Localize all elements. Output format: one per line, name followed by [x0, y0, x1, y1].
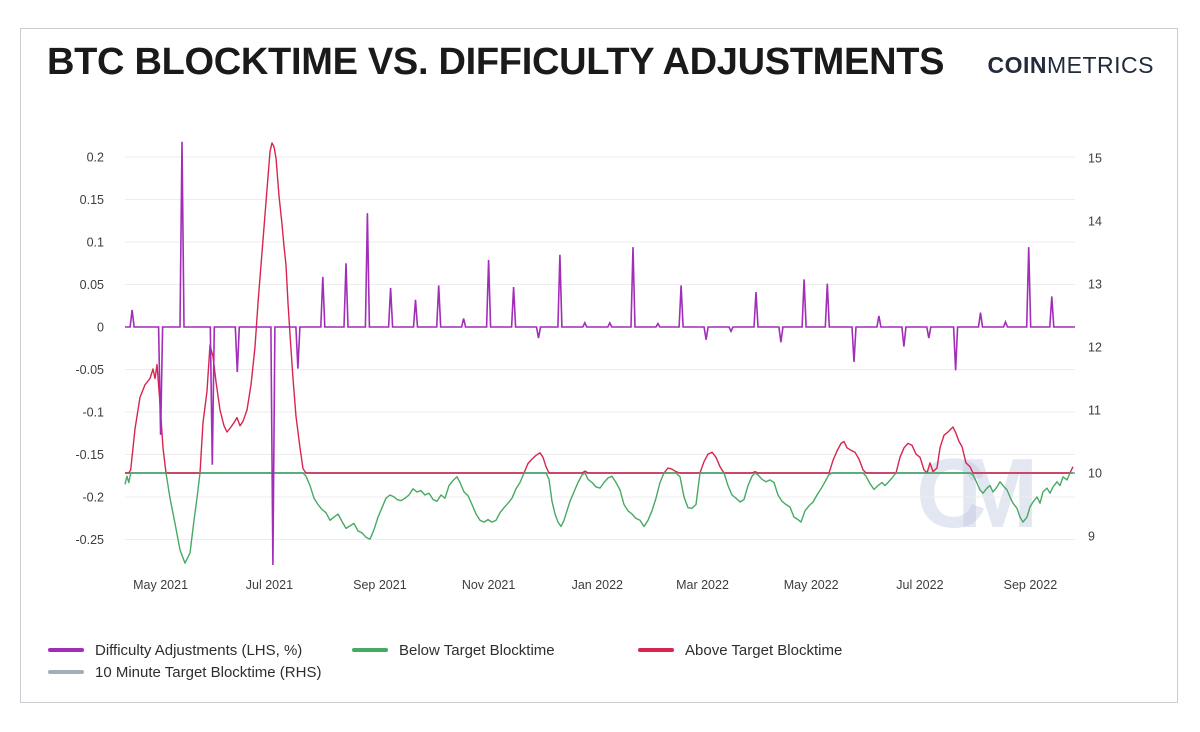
svg-text:12: 12 [1088, 340, 1102, 354]
svg-text:Nov 2021: Nov 2021 [462, 578, 516, 592]
above-target-blocktime-series [125, 142, 1074, 474]
legend-item-target-blocktime: 10 Minute Target Blocktime (RHS) [48, 663, 321, 681]
svg-text:13: 13 [1088, 277, 1102, 291]
gridlines [125, 156, 1075, 540]
target-line-swatch [48, 669, 84, 675]
logo-coin: COIN [987, 52, 1047, 78]
legend-label: Difficulty Adjustments (LHS, %) [95, 641, 303, 659]
page-title: BTC BLOCKTIME VS. DIFFICULTY ADJUSTMENTS [47, 41, 945, 83]
svg-text:-0.1: -0.1 [82, 405, 104, 419]
difficulty-line-swatch [48, 647, 84, 653]
below-target-line-swatch [352, 647, 388, 653]
svg-text:0: 0 [97, 320, 104, 334]
difficulty-adjustments-series [125, 141, 1075, 566]
svg-text:0.2: 0.2 [87, 150, 104, 164]
svg-text:Sep 2021: Sep 2021 [353, 578, 407, 592]
svg-text:11: 11 [1088, 403, 1101, 417]
legend-item-above-target: Above Target Blocktime [638, 641, 842, 659]
svg-text:10: 10 [1088, 466, 1102, 480]
svg-text:May 2022: May 2022 [784, 578, 839, 592]
x-axis-labels: May 2021 Jul 2021 Sep 2021 Nov 2021 Jan 2022… [133, 578, 1057, 592]
svg-text:Jul 2022: Jul 2022 [896, 578, 943, 592]
svg-text:9: 9 [1088, 529, 1095, 543]
svg-text:May 2021: May 2021 [133, 578, 188, 592]
svg-text:15: 15 [1088, 151, 1102, 165]
left-axis-labels: 0.2 0.15 0.1 0.05 0 -0.05 -0.1 -0.15 -0.2 -0.25 [76, 150, 105, 547]
svg-text:-0.25: -0.25 [76, 533, 105, 547]
legend-item-difficulty-adjustments: Difficulty Adjustments (LHS, %) [48, 641, 302, 659]
svg-text:-0.05: -0.05 [76, 363, 105, 377]
below-target-blocktime-series [124, 472, 1073, 564]
legend-label: Below Target Blocktime [399, 641, 555, 659]
logo-metrics: METRICS [1047, 52, 1154, 78]
svg-text:Mar 2022: Mar 2022 [676, 578, 729, 592]
legend-label: 10 Minute Target Blocktime (RHS) [95, 663, 322, 681]
coinmetrics-logo: COINMETRICS [988, 52, 1155, 79]
svg-text:-0.15: -0.15 [76, 448, 105, 462]
legend-item-below-target: Below Target Blocktime [352, 641, 555, 659]
right-axis-labels: 15 14 13 12 11 10 9 [1088, 151, 1102, 543]
svg-text:Jan 2022: Jan 2022 [572, 578, 623, 592]
svg-text:-0.2: -0.2 [82, 490, 104, 504]
svg-text:14: 14 [1088, 214, 1102, 228]
svg-text:Jul 2021: Jul 2021 [246, 578, 293, 592]
legend-label: Above Target Blocktime [685, 641, 843, 659]
svg-text:0.05: 0.05 [80, 278, 104, 292]
svg-text:0.1: 0.1 [87, 235, 104, 249]
above-target-line-swatch [638, 647, 674, 653]
svg-text:0.15: 0.15 [80, 193, 104, 207]
svg-text:Sep 2022: Sep 2022 [1004, 578, 1058, 592]
